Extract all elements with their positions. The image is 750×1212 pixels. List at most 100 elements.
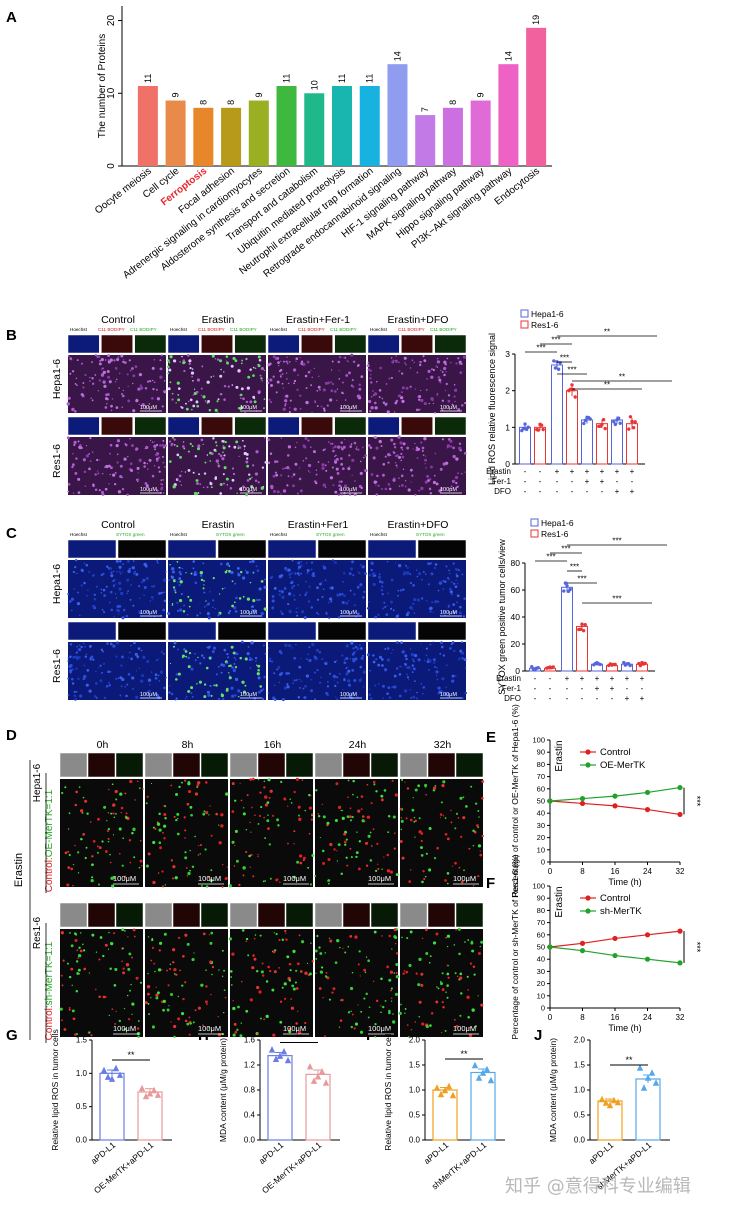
scale-bar-label: 100μM xyxy=(113,1024,136,1033)
cell-dot xyxy=(258,358,262,362)
cell-dot xyxy=(407,665,411,670)
data-point xyxy=(536,666,540,670)
significance-label: *** xyxy=(692,796,702,807)
data-point xyxy=(154,1091,162,1098)
cell-dot xyxy=(360,486,363,490)
cell-dot xyxy=(232,668,237,673)
cell-dot xyxy=(347,683,352,687)
legend-marker xyxy=(585,895,591,901)
bar xyxy=(359,86,380,166)
cell-dot xyxy=(336,850,338,852)
cell-dot xyxy=(455,1024,459,1028)
cell-dot xyxy=(162,999,166,1003)
cell-dot xyxy=(113,932,116,935)
cell-dot xyxy=(335,457,339,461)
cell-dot xyxy=(324,579,327,581)
cell-dot xyxy=(92,840,96,843)
condition-mark: - xyxy=(556,487,559,496)
cell-dot xyxy=(158,828,162,832)
micrograph-background xyxy=(168,560,266,618)
cell-dot xyxy=(338,484,341,487)
channel-thumbnail xyxy=(144,752,173,778)
cell-dot xyxy=(220,813,224,817)
bar xyxy=(99,1072,125,1141)
cell-dot xyxy=(249,368,252,371)
cell-dot xyxy=(447,399,451,403)
data-point xyxy=(150,1086,158,1094)
data-point xyxy=(553,366,558,370)
cell-dot xyxy=(294,981,297,984)
channel-label: C11 BODIPY xyxy=(230,327,257,332)
cell-dot xyxy=(243,445,246,448)
cell-dot xyxy=(120,811,123,814)
channel-label: Hoechst xyxy=(170,532,188,537)
cell-dot xyxy=(337,805,342,810)
data-point xyxy=(601,418,606,422)
cell-dot xyxy=(98,355,101,358)
cell-dot xyxy=(240,640,244,644)
cell-dot xyxy=(343,438,346,441)
y-tick-label: 0.5 xyxy=(574,1111,586,1120)
cell-dot xyxy=(469,1026,471,1029)
cell-dot xyxy=(231,666,234,669)
cell-dot xyxy=(428,607,432,610)
cell-dot xyxy=(88,452,91,455)
cell-dot xyxy=(121,960,123,963)
merged-micrograph xyxy=(59,928,143,1039)
cell-dot xyxy=(374,615,378,619)
significance-label: *** xyxy=(546,553,555,562)
cell-dot xyxy=(427,369,431,373)
cell-dot xyxy=(407,678,410,681)
cell-dot xyxy=(171,603,174,605)
cell-dot xyxy=(138,667,141,670)
cell-dot xyxy=(384,606,387,608)
cell-dot xyxy=(131,676,135,680)
cell-dot xyxy=(102,650,104,653)
channel-thumbnail xyxy=(101,334,133,354)
cell-dot xyxy=(77,957,79,959)
cell-dot xyxy=(246,464,250,468)
merged-micrograph xyxy=(166,559,267,620)
cell-dot xyxy=(331,442,334,445)
cell-dot xyxy=(67,657,70,659)
cell-dot xyxy=(168,579,170,581)
cell-dot xyxy=(411,658,415,661)
y-tick-label: 1.5 xyxy=(409,1061,421,1070)
cell-dot xyxy=(377,575,382,579)
cell-dot xyxy=(240,362,243,365)
cell-dot xyxy=(144,386,148,390)
cell-dot xyxy=(203,579,205,582)
cell-dot xyxy=(209,960,213,964)
cell-dot xyxy=(432,402,435,405)
cell-dot xyxy=(67,355,70,357)
cell-dot xyxy=(245,460,249,464)
cell-dot xyxy=(440,689,443,693)
legend-marker xyxy=(585,762,591,768)
cell-dot xyxy=(424,783,428,787)
column-header: Erastin xyxy=(202,519,235,531)
channel-thumbnail xyxy=(367,539,417,559)
cell-dot xyxy=(155,659,158,662)
cell-dot xyxy=(94,353,97,357)
cell-dot xyxy=(404,654,408,658)
cell-dot xyxy=(370,802,373,805)
column-header: Control xyxy=(101,314,135,326)
cell-dot xyxy=(71,463,75,467)
cell-dot xyxy=(370,381,373,384)
cell-dot xyxy=(145,445,149,450)
cell-dot xyxy=(360,677,362,679)
cell-dot xyxy=(70,867,73,871)
data-point xyxy=(614,1098,622,1106)
cell-dot xyxy=(440,801,443,804)
cell-dot xyxy=(367,399,372,404)
data-point xyxy=(138,1084,146,1092)
cell-dot xyxy=(138,866,141,869)
cell-dot xyxy=(437,686,441,690)
cell-dot xyxy=(286,683,289,686)
cell-dot xyxy=(212,599,215,602)
cell-dot xyxy=(417,784,420,788)
cell-dot xyxy=(75,457,78,460)
cell-dot xyxy=(340,446,343,448)
cell-dot xyxy=(380,794,384,798)
bar xyxy=(415,115,436,166)
